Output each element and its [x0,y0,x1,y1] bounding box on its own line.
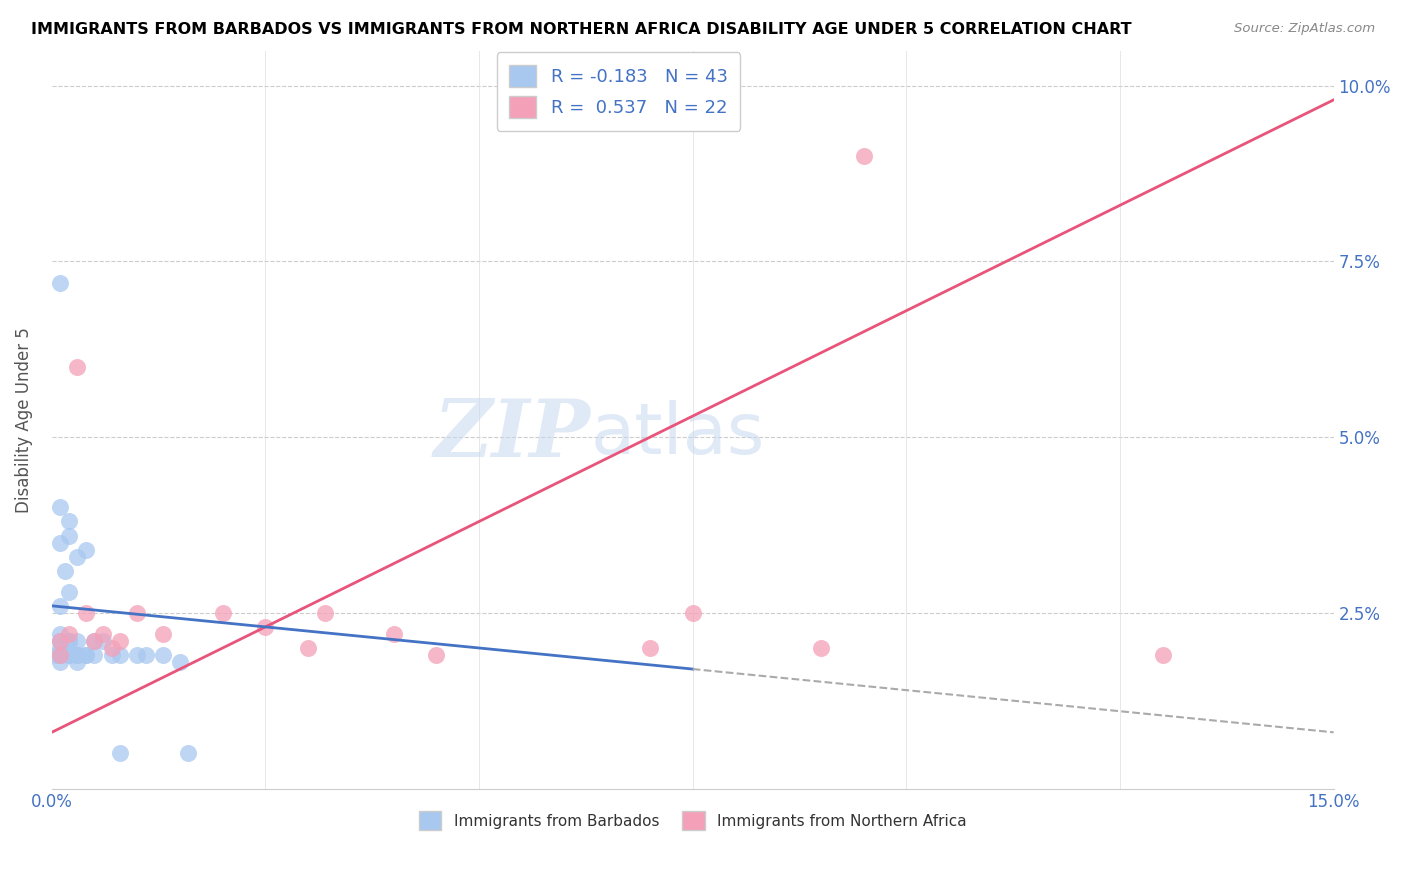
Point [49,648,72,662]
Point [45,648,67,662]
Text: Source: ZipAtlas.com: Source: ZipAtlas.com [1234,22,1375,36]
Point [49,634,72,648]
Point [100,648,122,662]
Point [49,640,72,655]
Point [75,648,97,662]
Point [58,648,80,662]
Point [49,627,72,641]
Point [66,648,89,662]
Point [135,648,157,662]
Point [127,648,149,662]
Legend: Immigrants from Barbados, Immigrants from Northern Africa: Immigrants from Barbados, Immigrants fro… [412,805,973,836]
Point [254,620,277,634]
Point [314,606,336,620]
Point [810,640,832,655]
Point [108,634,131,648]
Point [91,634,114,648]
Point [75,542,97,557]
Point [382,627,405,641]
Point [100,640,122,655]
Y-axis label: Disability Age Under 5: Disability Age Under 5 [15,326,32,513]
Point [58,584,80,599]
Point [177,747,200,761]
Point [108,747,131,761]
Point [211,606,233,620]
Point [108,648,131,662]
Point [58,634,80,648]
Point [638,640,661,655]
Point [58,515,80,529]
Point [66,648,89,662]
Point [49,648,72,662]
Point [83,634,105,648]
Point [58,648,80,662]
Point [83,634,105,648]
Point [49,276,72,290]
Point [58,528,80,542]
Point [58,634,80,648]
Point [49,648,72,662]
Point [152,648,174,662]
Point [49,648,72,662]
Point [49,648,72,662]
Point [75,648,97,662]
Point [425,648,447,662]
Point [169,655,191,669]
Point [83,648,105,662]
Point [49,599,72,613]
Point [53,564,76,578]
Point [1152,648,1174,662]
Text: ZIP: ZIP [433,396,591,473]
Point [58,627,80,641]
Point [127,606,149,620]
Point [49,655,72,669]
Text: atlas: atlas [591,400,765,469]
Point [49,535,72,549]
Point [49,634,72,648]
Point [66,648,89,662]
Text: IMMIGRANTS FROM BARBADOS VS IMMIGRANTS FROM NORTHERN AFRICA DISABILITY AGE UNDER: IMMIGRANTS FROM BARBADOS VS IMMIGRANTS F… [31,22,1132,37]
Point [297,640,319,655]
Point [152,627,174,641]
Point [66,359,89,374]
Point [66,655,89,669]
Point [49,634,72,648]
Point [75,606,97,620]
Point [58,634,80,648]
Point [91,627,114,641]
Point [682,606,704,620]
Point [66,549,89,564]
Point [49,500,72,515]
Point [852,149,875,163]
Point [66,634,89,648]
